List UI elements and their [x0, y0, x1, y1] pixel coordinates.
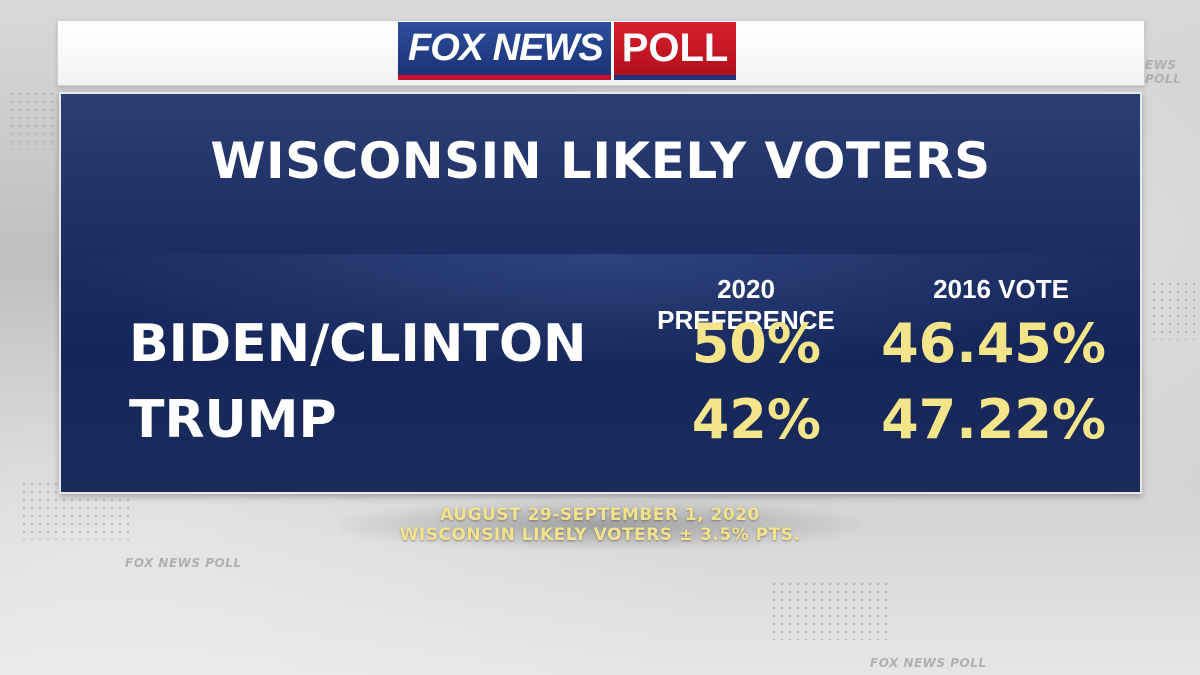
value-clinton-2016: 46.45%: [881, 312, 1106, 375]
footnote-sample: WISCONSIN LIKELY VOTERS ± 3.5% PTS.: [399, 525, 801, 545]
row-label-biden-clinton: BIDEN/CLINTON: [129, 314, 587, 374]
column-header-2016-vote: 2016 VOTE: [933, 274, 1069, 304]
logo-fox-news: FOX NEWS: [398, 22, 611, 80]
background-dot-pattern: [770, 580, 890, 640]
background-watermark: FOX NEWS POLL: [870, 656, 987, 670]
poll-panel: WISCONSIN LIKELY VOTERS 2020 PREFERENCE …: [59, 92, 1142, 494]
footnote-backdrop: [340, 500, 860, 550]
row-label-trump: TRUMP: [129, 390, 337, 450]
column-header-2020-preference: 2020 PREFERENCE: [657, 274, 835, 335]
value-biden-2020: 50%: [691, 312, 821, 375]
background-watermark: FOX NEWS POLL: [125, 556, 242, 570]
logo-poll: POLL: [613, 22, 737, 80]
background-watermark: EWS POLL: [1145, 58, 1182, 86]
panel-sheen: [61, 254, 1140, 374]
fox-news-poll-logo: FOX NEWS POLL: [398, 22, 737, 80]
value-trump-2020: 42%: [691, 388, 821, 451]
value-trump-2016: 47.22%: [881, 388, 1106, 451]
footnote-dates: AUGUST 29-SEPTEMBER 1, 2020: [440, 505, 760, 525]
panel-title: WISCONSIN LIKELY VOTERS: [210, 132, 991, 190]
background-dot-pattern: [1150, 280, 1198, 340]
